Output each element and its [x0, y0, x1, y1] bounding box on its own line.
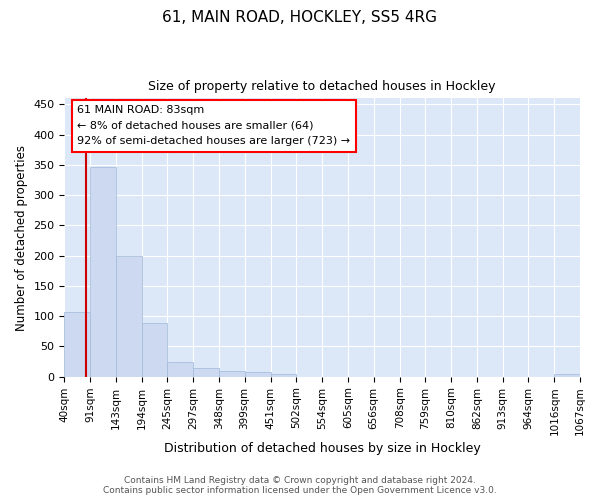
Bar	[554, 374, 580, 376]
Bar	[64, 312, 90, 376]
Text: Contains HM Land Registry data © Crown copyright and database right 2024.
Contai: Contains HM Land Registry data © Crown c…	[103, 476, 497, 495]
Bar	[142, 324, 167, 376]
Text: 61 MAIN ROAD: 83sqm
← 8% of detached houses are smaller (64)
92% of semi-detache: 61 MAIN ROAD: 83sqm ← 8% of detached hou…	[77, 106, 350, 146]
Bar	[219, 372, 245, 376]
Y-axis label: Number of detached properties: Number of detached properties	[15, 144, 28, 330]
Bar	[245, 372, 271, 376]
Bar	[271, 374, 296, 376]
Bar	[193, 368, 219, 376]
Text: 61, MAIN ROAD, HOCKLEY, SS5 4RG: 61, MAIN ROAD, HOCKLEY, SS5 4RG	[163, 10, 437, 25]
Bar	[167, 362, 193, 376]
Bar	[90, 166, 116, 376]
Bar	[116, 256, 142, 376]
Title: Size of property relative to detached houses in Hockley: Size of property relative to detached ho…	[148, 80, 496, 93]
X-axis label: Distribution of detached houses by size in Hockley: Distribution of detached houses by size …	[164, 442, 481, 455]
